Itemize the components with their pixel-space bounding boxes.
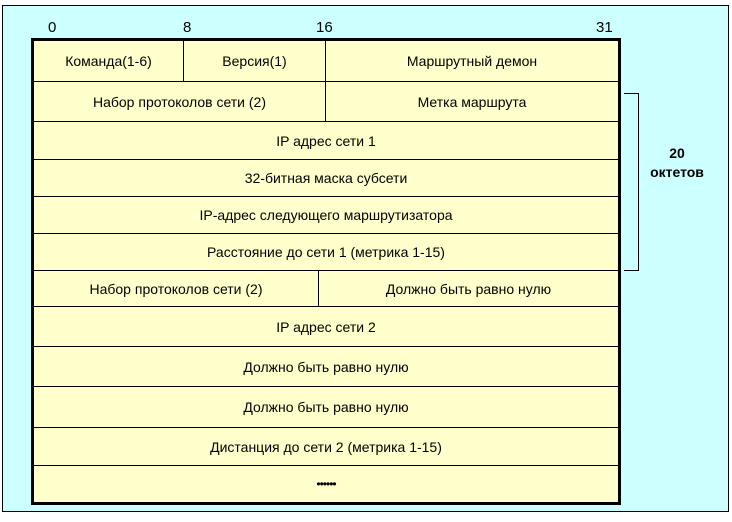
packet-row: Дистанция до сети 2 (метрика 1-15) [34, 428, 618, 466]
packet-field: Метка маршрута [325, 82, 618, 121]
packet-row: Должно быть равно нулю [34, 387, 618, 428]
packet-row: Расстояние до сети 1 (метрика 1-15) [34, 234, 618, 271]
packet-field: Должно быть равно нулю [243, 399, 409, 415]
packet-field: IP адрес сети 1 [276, 132, 376, 149]
octets-bracket [624, 93, 639, 271]
octets-count: 20 [669, 145, 685, 161]
packet-row: •••••• [34, 466, 618, 502]
bit-tick-0: 0 [48, 19, 57, 36]
packet-field: Должно быть равно нулю [243, 358, 409, 375]
packet-field: Маршрутный демон [325, 41, 618, 81]
packet-row: IP адрес сети 1 [34, 122, 618, 160]
packet-field: •••••• [316, 477, 336, 491]
packet-field: Версия(1) [183, 41, 325, 81]
bit-tick-16: 16 [316, 19, 333, 36]
packet-row: Должно быть равно нулю [34, 347, 618, 387]
packet-field: Команда(1-6) [65, 53, 152, 69]
packet-field: Должно быть равно нулю [318, 271, 618, 306]
packet-row: IP-адрес следующего маршрутизатора [34, 197, 618, 234]
packet-field: Расстояние до сети 1 (метрика 1-15) [207, 244, 445, 260]
bit-tick-31: 31 [596, 19, 613, 36]
packet-field: Набор протоколов сети (2) [92, 93, 267, 110]
packet-field: IP адрес сети 2 [276, 318, 376, 335]
bit-tick-8: 8 [183, 19, 192, 36]
packet-row: 32-битная маска субсети [34, 160, 618, 197]
packet-field: Набор протоколов сети (2) [89, 280, 263, 297]
octets-unit: октетов [650, 164, 704, 180]
packet-field: Дистанция до сети 2 (метрика 1-15) [210, 438, 442, 455]
packet-row: IP адрес сети 2 [34, 307, 618, 347]
packet-row: Команда(1-6) Версия(1) Маршрутный демон [34, 41, 618, 82]
packet-field: IP-адрес следующего маршрутизатора [199, 207, 453, 223]
packet-field: 32-битная маска субсети [244, 170, 408, 186]
rip-packet-format-table: Команда(1-6) Версия(1) Маршрутный демон Наб… [31, 38, 621, 505]
packet-row: Набор протоколов сети (2) Метка маршрута [34, 82, 618, 122]
packet-row: Набор протоколов сети (2) Должно быть рав… [34, 271, 618, 307]
